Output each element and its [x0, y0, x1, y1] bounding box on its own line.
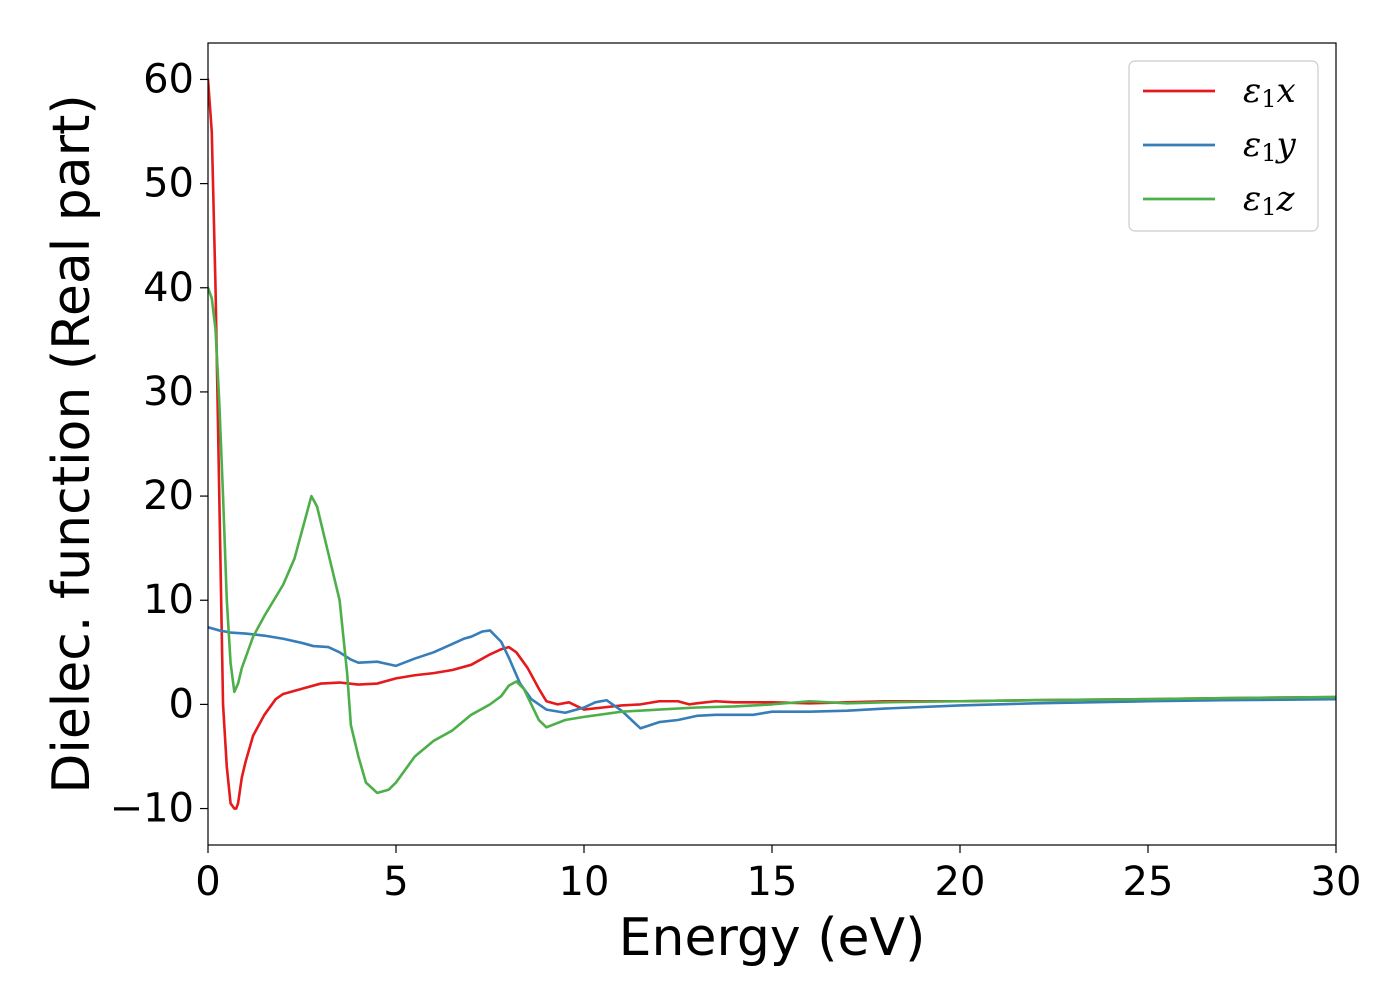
x-tick-label: 25: [1123, 859, 1174, 905]
legend-label-x: ε1x: [1243, 71, 1296, 113]
series-line-x: [208, 78, 1336, 810]
legend-label-z: ε1z: [1243, 179, 1296, 221]
series-layer: [208, 78, 1336, 810]
y-tick-label: 60: [143, 56, 194, 102]
y-tick-label: 40: [143, 265, 194, 311]
y-tick-label: 0: [169, 681, 194, 727]
legend-label-y: ε1y: [1243, 125, 1297, 167]
x-tick-label: 30: [1311, 859, 1362, 905]
legend: ε1x ε1y ε1z: [1128, 60, 1319, 232]
x-tick-label: 15: [747, 859, 798, 905]
y-axis: −10 0 10 20 30 40 50 60: [110, 56, 208, 832]
series-line-z: [208, 286, 1336, 795]
x-axis: 0 5 10 15 20 25 30: [195, 845, 1361, 905]
y-tick-label: −10: [110, 786, 194, 832]
y-tick-label: 10: [143, 577, 194, 623]
y-tick-label: 50: [143, 161, 194, 207]
y-tick-label: 20: [143, 473, 194, 519]
x-tick-label: 10: [559, 859, 610, 905]
x-tick-label: 0: [195, 859, 220, 905]
legend-box: [1128, 60, 1319, 232]
x-tick-label: 20: [935, 859, 986, 905]
y-axis-label: Dielec. function (Real part): [42, 94, 102, 793]
x-axis-label: Energy (eV): [619, 908, 926, 968]
x-tick-label: 5: [383, 859, 408, 905]
y-tick-label: 30: [143, 369, 194, 415]
